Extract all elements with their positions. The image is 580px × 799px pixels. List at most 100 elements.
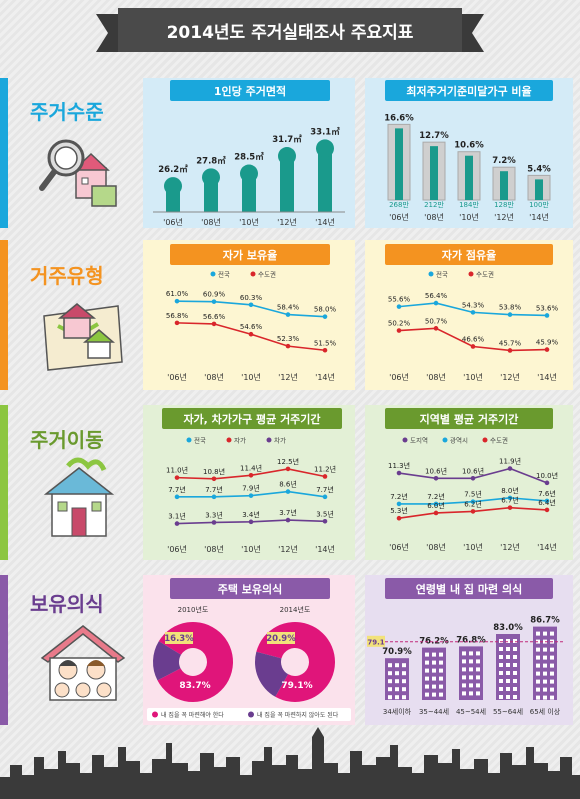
bar-age-window <box>543 687 547 692</box>
bar-age-window <box>499 647 503 651</box>
legend-label: 내 집을 꼭 마련하지 않아도 된다 <box>257 711 339 719</box>
x-tick: '12년 <box>278 372 298 382</box>
bar-substandard-core <box>535 179 543 200</box>
x-tick: '10년 <box>463 542 483 552</box>
bar-substandard-count: 212만 <box>424 200 444 209</box>
bar-substandard-count: 268만 <box>389 200 409 209</box>
legend-label: 수도권 <box>258 271 276 279</box>
row-bar-ownership <box>0 575 8 725</box>
series-point <box>174 521 180 526</box>
bar-age-window <box>499 695 503 699</box>
series-point <box>248 473 254 478</box>
bar-age-value: 76.8% <box>456 635 486 645</box>
x-tick-substandard: '14년 <box>529 212 549 222</box>
chart-title-ownership-rate: 자가 보유율 <box>170 244 330 265</box>
bar-age-value: 76.2% <box>419 637 449 647</box>
series-value: 51.5% <box>314 339 337 347</box>
series-point <box>396 328 402 333</box>
bar-age-window <box>550 631 554 636</box>
series-value: 3.7년 <box>279 508 297 517</box>
bar-substandard-core <box>500 171 508 200</box>
series-value: 11.2년 <box>314 464 336 473</box>
series-value: 10.0년 <box>536 471 558 480</box>
bar-age-window <box>432 652 436 657</box>
bar-substandard-count: 128만 <box>494 200 514 209</box>
series-point <box>470 476 476 481</box>
bar-age-window <box>425 676 429 681</box>
bar-age-window <box>550 647 554 652</box>
bar-area-value: 33.1㎡ <box>310 126 340 137</box>
chart-title-occupancy-rate: 자가 점유율 <box>385 244 553 265</box>
bar-age-window <box>550 663 554 668</box>
bar-age-window <box>513 663 517 667</box>
bar-age-window <box>506 663 510 667</box>
map-house-icon <box>43 303 123 371</box>
series-point <box>285 466 291 472</box>
legend-marker <box>482 437 488 443</box>
bar-age-window <box>462 651 466 656</box>
bar-age-window <box>432 692 436 697</box>
donut-major-label: 83.7% <box>179 681 210 691</box>
bar-substandard-value: 5.4% <box>527 164 551 174</box>
legend-marker <box>226 437 232 443</box>
chart-region-period: 도지역 11.3년 10.6년 10.6년 11.9년 10.0년 광역시 7.2년 7.2년 7… <box>388 436 558 553</box>
series-value: 3.1년 <box>168 512 186 521</box>
bar-age-window <box>499 655 503 659</box>
bar-age-window <box>462 691 466 696</box>
bar-age-window <box>499 687 503 691</box>
series-point <box>322 518 328 524</box>
donut-major-label: 79.1% <box>281 681 312 691</box>
series-point <box>544 498 550 504</box>
bar-age-window <box>469 675 473 680</box>
bar-age-window <box>476 659 480 664</box>
legend-marker <box>428 271 434 277</box>
bar-age-window <box>513 655 517 659</box>
series-point <box>470 310 476 315</box>
bar-age-window <box>402 695 406 700</box>
chart-title-tenure-period: 자가, 차가가구 평균 거주기간 <box>162 408 342 429</box>
series-value: 53.8% <box>499 304 522 312</box>
legend-marker <box>248 711 254 718</box>
x-tick-substandard: '10년 <box>459 212 479 222</box>
series-value: 12.5년 <box>277 457 299 466</box>
x-tick-age: 65세 이상 <box>530 707 561 716</box>
bar-age-window <box>536 647 540 652</box>
bar-age-window <box>469 667 473 672</box>
series-value: 6.0년 <box>427 501 445 510</box>
bar-age-window <box>543 663 547 668</box>
series-value: 3.5년 <box>316 509 334 518</box>
donut-minor-label-bg <box>165 632 193 644</box>
x-tick: '12년 <box>500 542 520 552</box>
x-tick: '14년 <box>537 542 557 552</box>
bar-age-window <box>476 691 480 696</box>
x-tick-substandard: '08년 <box>424 212 444 222</box>
bar-age-window <box>513 671 517 675</box>
reference-label-bg <box>367 635 385 647</box>
series-value: 58.4% <box>277 304 300 312</box>
bar-age-window <box>439 692 443 697</box>
house-tree-icon <box>43 457 115 537</box>
family-house-icon <box>40 625 126 701</box>
series-value: 11.9년 <box>499 457 521 466</box>
bar-age-window <box>462 667 466 672</box>
series-point <box>211 520 217 525</box>
bar-substandard-core <box>395 128 403 200</box>
series-point <box>433 510 439 516</box>
series-point <box>507 312 513 317</box>
bar-age-window <box>513 679 517 683</box>
bar-age-window <box>550 695 554 700</box>
series-value: 60.9% <box>203 291 226 299</box>
series-point <box>544 480 550 486</box>
row-title-movement: 주거이동 <box>30 428 104 452</box>
bar-age-value: 70.9% <box>382 647 412 657</box>
bar-age-window <box>439 660 443 665</box>
legend-label: 전국 <box>436 270 448 279</box>
bar-age-window <box>425 668 429 673</box>
reference-label: 79.1 <box>367 638 384 646</box>
series-value: 53.6% <box>536 304 559 312</box>
bar-age-window <box>506 695 510 699</box>
bar-area <box>280 156 294 212</box>
series-value: 45.9% <box>536 339 559 347</box>
series-value: 7.7년 <box>168 485 186 494</box>
series-point <box>174 298 180 304</box>
